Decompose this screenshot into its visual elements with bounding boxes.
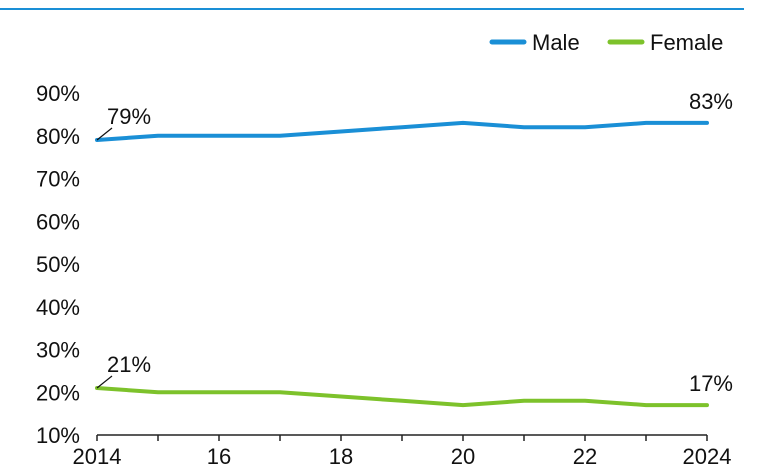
y-tick-label: 40% xyxy=(36,295,80,320)
start-value-label: 79% xyxy=(107,104,151,129)
start-value-label: 21% xyxy=(107,352,151,377)
y-tick-label: 10% xyxy=(36,423,80,448)
x-tick-label: 18 xyxy=(329,444,353,469)
end-value-label: 83% xyxy=(689,89,733,114)
series-line-female xyxy=(95,385,709,408)
end-value-label: 17% xyxy=(689,371,733,396)
leader-line xyxy=(96,127,113,141)
legend: Male Female xyxy=(489,30,723,55)
data-labels: 79% 83% 21% 17% xyxy=(96,89,733,396)
y-tick-label: 80% xyxy=(36,124,80,149)
y-tick-label: 50% xyxy=(36,252,80,277)
y-tick-label: 70% xyxy=(36,167,80,192)
x-tick-label: 22 xyxy=(573,444,597,469)
leader-line xyxy=(96,375,113,389)
legend-label-male: Male xyxy=(532,30,580,55)
x-tick-label: 2014 xyxy=(73,444,122,469)
x-axis: 2014 16 18 20 22 2024 xyxy=(73,434,732,469)
series-line-male xyxy=(95,120,709,143)
x-tick-label: 20 xyxy=(451,444,475,469)
top-rule xyxy=(0,8,744,10)
y-tick-label: 30% xyxy=(36,338,80,363)
x-tick-label: 2024 xyxy=(683,444,732,469)
y-tick-label: 20% xyxy=(36,380,80,405)
x-tick-label: 16 xyxy=(207,444,231,469)
legend-label-female: Female xyxy=(650,30,723,55)
y-tick-label: 60% xyxy=(36,209,80,234)
series-layer xyxy=(95,120,709,408)
y-axis: 10% 20% 30% 40% 50% 60% 70% 80% 90% xyxy=(36,81,80,448)
y-tick-label: 90% xyxy=(36,81,80,106)
